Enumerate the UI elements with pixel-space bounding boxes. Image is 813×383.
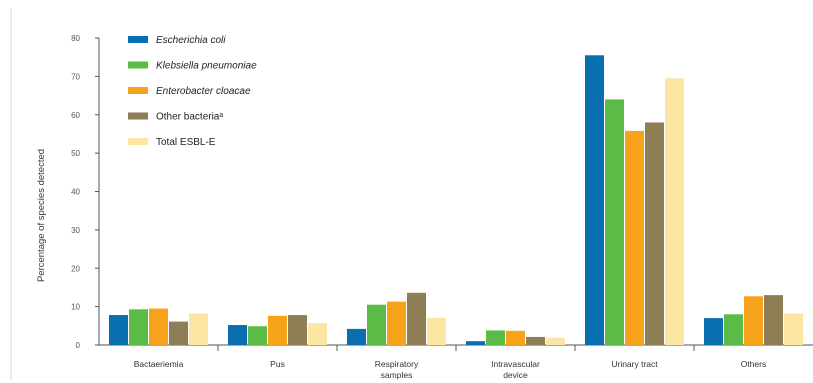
y-tick-label: 50 <box>71 149 80 158</box>
page-margin-rule <box>10 8 12 380</box>
x-category-label: Respiratory <box>375 359 419 369</box>
x-category-label: Urinary tract <box>611 359 658 369</box>
bar <box>486 330 505 345</box>
legend-swatch <box>128 112 148 120</box>
bar <box>169 321 188 345</box>
legend-label: Total ESBL-E <box>156 137 216 148</box>
x-category-label: Pus <box>270 359 285 369</box>
x-category-label: Intravascular <box>491 359 540 369</box>
legend-swatch <box>128 87 148 94</box>
y-tick-label: 30 <box>71 226 80 235</box>
legend-swatch <box>128 138 148 145</box>
bar <box>347 328 366 345</box>
bar <box>149 308 168 345</box>
bar <box>764 295 783 345</box>
bar <box>585 55 604 346</box>
bar <box>744 296 763 345</box>
bar <box>466 341 485 345</box>
y-axis-title: Percentage of species detected <box>36 149 47 282</box>
bar <box>367 304 386 345</box>
bar <box>387 301 406 345</box>
y-tick-label: 0 <box>76 341 81 350</box>
legend-swatch <box>128 36 148 43</box>
y-tick-label: 20 <box>71 264 80 273</box>
bar <box>645 122 664 345</box>
bar <box>189 313 208 345</box>
bar <box>625 130 644 345</box>
bar <box>109 315 128 345</box>
bar <box>724 314 743 345</box>
legend-label: Klebsiella pneumoniae <box>156 61 257 72</box>
bar <box>427 317 446 345</box>
bar <box>506 330 525 345</box>
bar <box>228 325 247 345</box>
bar <box>704 318 723 345</box>
legend-label: Escherichia coli <box>156 35 226 46</box>
bar <box>546 337 565 345</box>
x-category-label: Bactaeriemia <box>134 359 184 369</box>
bar <box>526 336 545 345</box>
y-tick-label: 40 <box>71 188 80 197</box>
x-category-label: Others <box>741 359 767 369</box>
y-tick-label: 70 <box>71 72 80 81</box>
y-tick-label: 10 <box>71 303 80 312</box>
x-category-label: device <box>503 370 528 380</box>
bar <box>784 313 803 345</box>
y-tick-label: 80 <box>71 34 80 43</box>
legend-label: Other bacteriaᵃ <box>156 112 223 123</box>
bar <box>268 315 287 345</box>
bar <box>288 315 307 345</box>
bar <box>308 323 327 345</box>
y-tick-label: 60 <box>71 111 80 120</box>
bar <box>665 78 684 345</box>
bar <box>605 99 624 346</box>
bar <box>248 326 267 345</box>
bar <box>129 309 148 345</box>
bar <box>407 292 426 345</box>
legend-label: Enterobacter cloacae <box>156 86 251 97</box>
x-category-label: samples <box>381 370 413 380</box>
legend-swatch <box>128 61 148 69</box>
